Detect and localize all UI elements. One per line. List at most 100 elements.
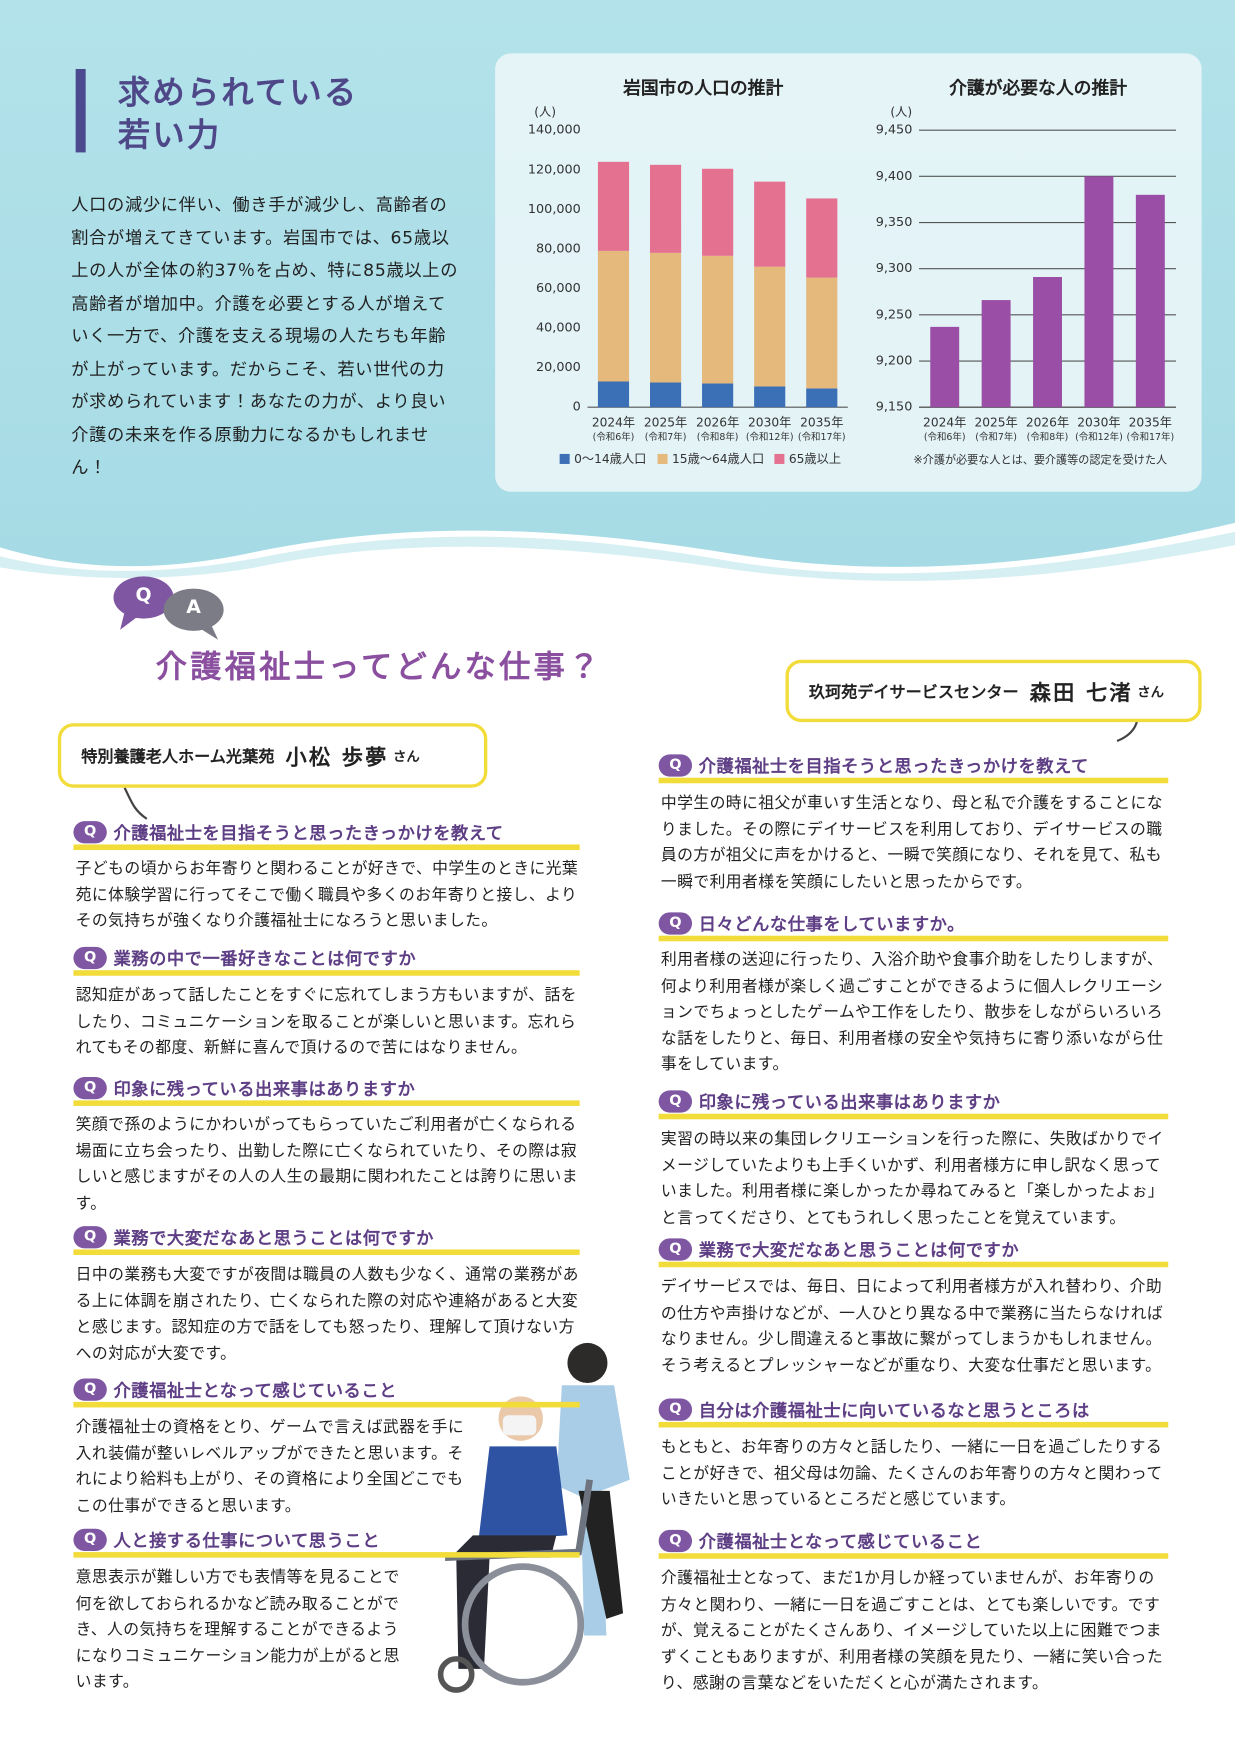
- q-badge: Q: [658, 754, 693, 777]
- question-text: 介護福祉士を目指そうと思ったきっかけを教えて: [698, 756, 1089, 777]
- photo: [437, 1342, 630, 1693]
- speech-tail: [1116, 720, 1139, 743]
- y-tick-label: 9,300: [876, 261, 913, 276]
- intro-text: 人口の減少に伴い、働き手が減少し、高齢者の割合が増えてきています。岩国市では、6…: [71, 194, 459, 478]
- question: Q 業務の中で一番好きなことは何ですか: [73, 946, 580, 976]
- bar-segment: [649, 164, 682, 253]
- section-title: 求められている: [117, 73, 359, 112]
- wave-line: [0, 531, 1235, 581]
- x-tick-sublabel: (令和6年): [593, 431, 635, 443]
- question-text: 業務で大変だなあと思うことは何ですか: [698, 1240, 1020, 1261]
- bar-segment: [754, 266, 786, 387]
- question-text: 業務の中で一番好きなことは何ですか: [113, 949, 417, 970]
- question-text: 介護福祉士となって感じていること: [698, 1532, 983, 1553]
- a-icon-text: A: [186, 596, 201, 619]
- y-tick-label: 9,250: [876, 307, 913, 322]
- bar-segment: [754, 386, 786, 408]
- bar: [1084, 176, 1114, 408]
- answer-text: もともと、お年寄りの方々と話したり、一緒に一日を過ごしたりすることが好きで、祖父…: [660, 1438, 1163, 1509]
- x-tick-sublabel: (令和12年): [1075, 431, 1123, 443]
- y-tick-label: 120,000: [528, 162, 581, 177]
- x-tick-label: 2030年: [748, 415, 791, 429]
- bar-segment: [754, 181, 786, 267]
- chart-note: ※介護が必要な人とは、要介護等の認定を受けた人: [913, 453, 1167, 467]
- y-tick-label: 100,000: [528, 202, 581, 217]
- legend-swatch: [559, 453, 570, 464]
- bar-segment: [702, 383, 734, 408]
- x-tick-label: 2024年: [592, 415, 635, 429]
- y-tick-label: 9,200: [876, 354, 913, 369]
- x-tick-label: 2030年: [1077, 415, 1120, 429]
- y-tick-label: 9,450: [876, 123, 913, 138]
- y-tick-label: 80,000: [536, 241, 581, 256]
- x-tick-sublabel: (令和8年): [1027, 431, 1069, 443]
- legend-swatch: [774, 453, 785, 464]
- q-icon-text: Q: [135, 584, 152, 607]
- answer-text: 日中の業務も大変ですが夜間は職員の人数も少なく、通常の業務がある上に体調を崩され…: [75, 1266, 579, 1363]
- question: Q 人と接する仕事について思うこと: [73, 1528, 580, 1558]
- y-unit: (人): [890, 105, 912, 119]
- bar-segment: [806, 198, 838, 278]
- answer-text: 介護福祉士の資格をとり、ゲームで言えば武器を手に入れ装備が整いレベルアップができ…: [75, 1418, 465, 1515]
- answer-text: 意思表示が難しい方でも表情等を見ることで何を欲しておられるかなど読み取ることがで…: [75, 1568, 400, 1692]
- answer-text: 笑顔で孫のようにかわいがってもらっていたご利用者が亡くなられる場面に立ち会ったり…: [75, 1115, 579, 1213]
- answer-text: デイサービスでは、毎日、日によって利用者様方が入れ替わり、介助の仕方や声掛けなど…: [660, 1278, 1164, 1375]
- answer-text: 認知症があって話したことをすぐに忘れてしまう方もいますが、話をしたり、コミュニケ…: [75, 986, 577, 1057]
- y-unit: (人): [534, 105, 556, 119]
- question: Q 印象に残っている出来事はありますか: [73, 1076, 580, 1106]
- q-badge: Q: [73, 1378, 107, 1401]
- q-badge: Q: [658, 912, 693, 935]
- q-icon: [113, 576, 174, 619]
- y-tick-label: 140,000: [528, 123, 581, 138]
- y-tick-label: 9,400: [876, 169, 913, 184]
- bar-segment: [597, 161, 630, 251]
- legend-label: 65歳以上: [789, 452, 841, 466]
- q-icon-tail: [120, 611, 138, 630]
- x-tick-label: 2024年: [923, 415, 966, 429]
- honorific: さん: [392, 748, 420, 764]
- bar-segment: [806, 277, 838, 389]
- x-tick-sublabel: (令和7年): [975, 431, 1017, 443]
- bar-segment: [649, 382, 682, 408]
- q-badge: Q: [658, 1090, 693, 1113]
- question: Q 介護福祉士となって感じていること: [658, 1529, 1169, 1559]
- question-text: 自分は介護福祉士に向いているなと思うところは: [698, 1400, 1090, 1421]
- x-tick-label: 2035年: [1129, 415, 1172, 429]
- y-tick-label: 40,000: [536, 321, 581, 336]
- charts: 岩国市の人口の推計 (人) 0 20,000 40,000 60,000 80,000 100…: [528, 77, 1177, 467]
- question-text: 人と接する仕事について思うこと: [113, 1530, 381, 1551]
- person-name: 森田 七渚: [1029, 680, 1133, 705]
- question-text: 介護福祉士を目指そうと思ったきっかけを教えて: [113, 823, 504, 844]
- q-badge: Q: [658, 1529, 693, 1553]
- a-icon-tail: [200, 625, 219, 640]
- x-tick-label: 2026年: [1026, 415, 1069, 429]
- answer-text: 子どもの頃からお年寄りと関わることが好きで、中学生のときに光葉苑に体験学習に行っ…: [75, 860, 579, 931]
- x-tick-sublabel: (令和7年): [645, 431, 687, 443]
- x-tick-label: 2026年: [696, 415, 739, 429]
- answer-text: 実習の時以来の集団レクリエーションを行った際に、失敗ばかりでイメージしていたより…: [660, 1130, 1165, 1227]
- bar-segment: [649, 252, 682, 383]
- answer-text: 利用者様の送迎に行ったり、入浴介助や食事介助をしたりしますが、何より利用者様が楽…: [660, 951, 1164, 1074]
- x-tick-label: 2025年: [974, 415, 1017, 429]
- chart-title: 岩国市の人口の推計: [622, 77, 783, 99]
- question-text: 印象に残っている出来事はありますか: [113, 1079, 416, 1100]
- question: Q 介護福祉士を目指そうと思ったきっかけを教えて: [658, 753, 1169, 784]
- x-tick-label: 2035年: [800, 415, 843, 429]
- person-name: 小松 歩夢: [285, 744, 389, 770]
- answer-text: 介護福祉士となって、まだ1か月しか経っていませんが、お年寄りの方々と関わり、一緒…: [660, 1569, 1164, 1693]
- x-tick-sublabel: (令和6年): [924, 431, 966, 443]
- person-box: 特別養護老人ホーム光葉苑 小松 歩夢 さん: [57, 723, 488, 788]
- bar-segment: [806, 388, 838, 408]
- y-tick-label: 20,000: [536, 360, 581, 375]
- q-badge: Q: [73, 1528, 107, 1551]
- q-badge: Q: [658, 1238, 693, 1261]
- bar: [1033, 277, 1062, 408]
- q-badge: Q: [73, 1226, 107, 1249]
- legend-swatch: [657, 453, 668, 464]
- qa-title: 介護福祉士ってどんな仕事？: [155, 648, 603, 686]
- section-title: 若い力: [117, 115, 222, 154]
- q-badge: Q: [658, 1398, 693, 1421]
- legend-label: 0～14歳人口: [574, 452, 646, 466]
- bar: [1135, 194, 1165, 408]
